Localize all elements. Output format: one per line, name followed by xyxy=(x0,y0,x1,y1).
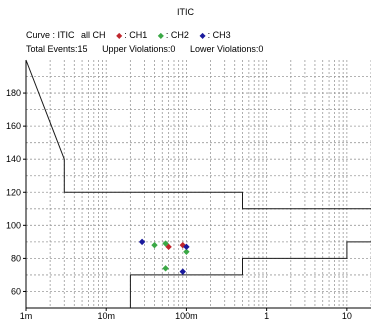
y-tick-label: 60 xyxy=(11,286,21,296)
y-tick-label: 180 xyxy=(6,88,21,98)
channels-label: all CH xyxy=(81,30,106,40)
data-point-ch2 xyxy=(151,241,158,249)
data-point-ch2 xyxy=(162,265,169,272)
data-point-ch3 xyxy=(179,268,186,275)
y-tick-label: 140 xyxy=(6,154,21,164)
lower-limit-curve xyxy=(129,241,371,308)
events-info-row: Total Events:15 Upper Violations:0 Lower… xyxy=(26,44,263,54)
y-tick-label: 100 xyxy=(6,220,21,230)
chart-title: ITIC xyxy=(177,7,194,17)
total-events: Total Events:15 xyxy=(26,44,88,54)
x-tick-label: 1 xyxy=(264,311,269,320)
legend-ch1-label: : CH1 xyxy=(124,30,148,40)
y-tick-label: 80 xyxy=(11,253,21,263)
lower-violations: Lower Violations:0 xyxy=(189,44,264,54)
data-point-ch3 xyxy=(138,238,146,246)
x-tick-label: 1m xyxy=(20,311,33,320)
x-tick-label: 100m xyxy=(175,311,198,320)
data-point-ch3 xyxy=(183,243,190,251)
x-tick-label: 10 xyxy=(342,311,352,320)
curve-info-row: Curve : ITIC all CH ◆: CH1 ◆: CH2 ◆: CH3 xyxy=(26,30,231,40)
legend-ch3-label: : CH3 xyxy=(207,30,231,40)
y-tick-label: 160 xyxy=(6,121,21,131)
legend-ch2-label: : CH2 xyxy=(165,30,189,40)
x-tick-label: 10m xyxy=(97,311,115,320)
upper-violations: Upper Violations:0 xyxy=(102,44,176,54)
data-point-ch2 xyxy=(162,240,169,247)
legend-ch2-marker: ◆ xyxy=(157,31,164,40)
data-point-ch2 xyxy=(183,248,190,255)
legend-ch1: ◆: CH1 xyxy=(116,30,147,40)
y-tick-label: 120 xyxy=(6,187,21,197)
legend-ch2: ◆: CH2 xyxy=(158,30,189,40)
legend-ch3-marker: ◆ xyxy=(199,31,206,40)
curve-label: Curve : ITIC xyxy=(26,30,75,40)
legend-ch1-marker: ◆ xyxy=(116,31,123,40)
upper-limit-curve xyxy=(25,59,371,210)
legend-ch3: ◆: CH3 xyxy=(199,30,230,40)
